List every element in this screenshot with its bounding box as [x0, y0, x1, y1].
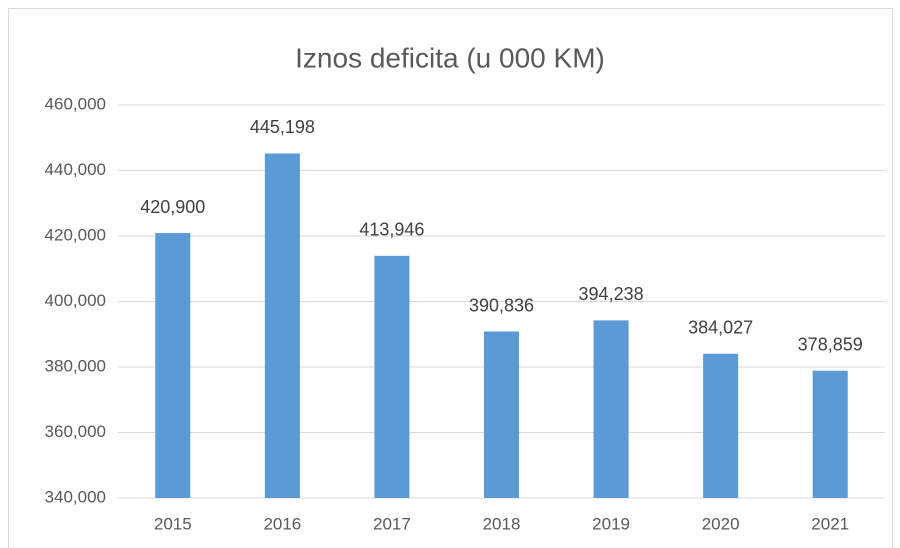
bar — [703, 353, 739, 498]
data-label: 445,198 — [250, 117, 315, 137]
y-tick-label: 460,000 — [45, 94, 106, 113]
y-tick-label: 380,000 — [45, 356, 106, 375]
y-tick-label: 440,000 — [45, 160, 106, 179]
data-label: 390,836 — [469, 295, 534, 315]
bar — [155, 233, 191, 499]
x-tick-label: 2016 — [263, 514, 301, 533]
data-label: 420,900 — [140, 197, 205, 217]
chart-title: Iznos deficita (u 000 KM) — [295, 42, 605, 73]
bar — [593, 320, 629, 498]
x-tick-label: 2015 — [154, 514, 192, 533]
data-label: 394,238 — [579, 284, 644, 304]
x-tick-label: 2018 — [483, 514, 521, 533]
bar — [483, 331, 520, 498]
bar — [264, 153, 300, 498]
data-label: 378,859 — [798, 334, 863, 354]
y-tick-label: 420,000 — [45, 225, 106, 244]
x-tick-label: 2019 — [592, 514, 630, 533]
bar — [374, 255, 410, 498]
y-tick-label: 340,000 — [45, 487, 106, 506]
y-tick-label: 400,000 — [45, 291, 106, 310]
data-label: 384,027 — [688, 318, 753, 338]
x-tick-label: 2021 — [811, 514, 849, 533]
x-tick-label: 2017 — [373, 514, 411, 533]
x-tick-label: 2020 — [702, 514, 740, 533]
data-label: 413,946 — [359, 220, 424, 240]
bar — [812, 370, 848, 498]
chart-border — [8, 8, 893, 548]
y-tick-label: 360,000 — [45, 422, 106, 441]
